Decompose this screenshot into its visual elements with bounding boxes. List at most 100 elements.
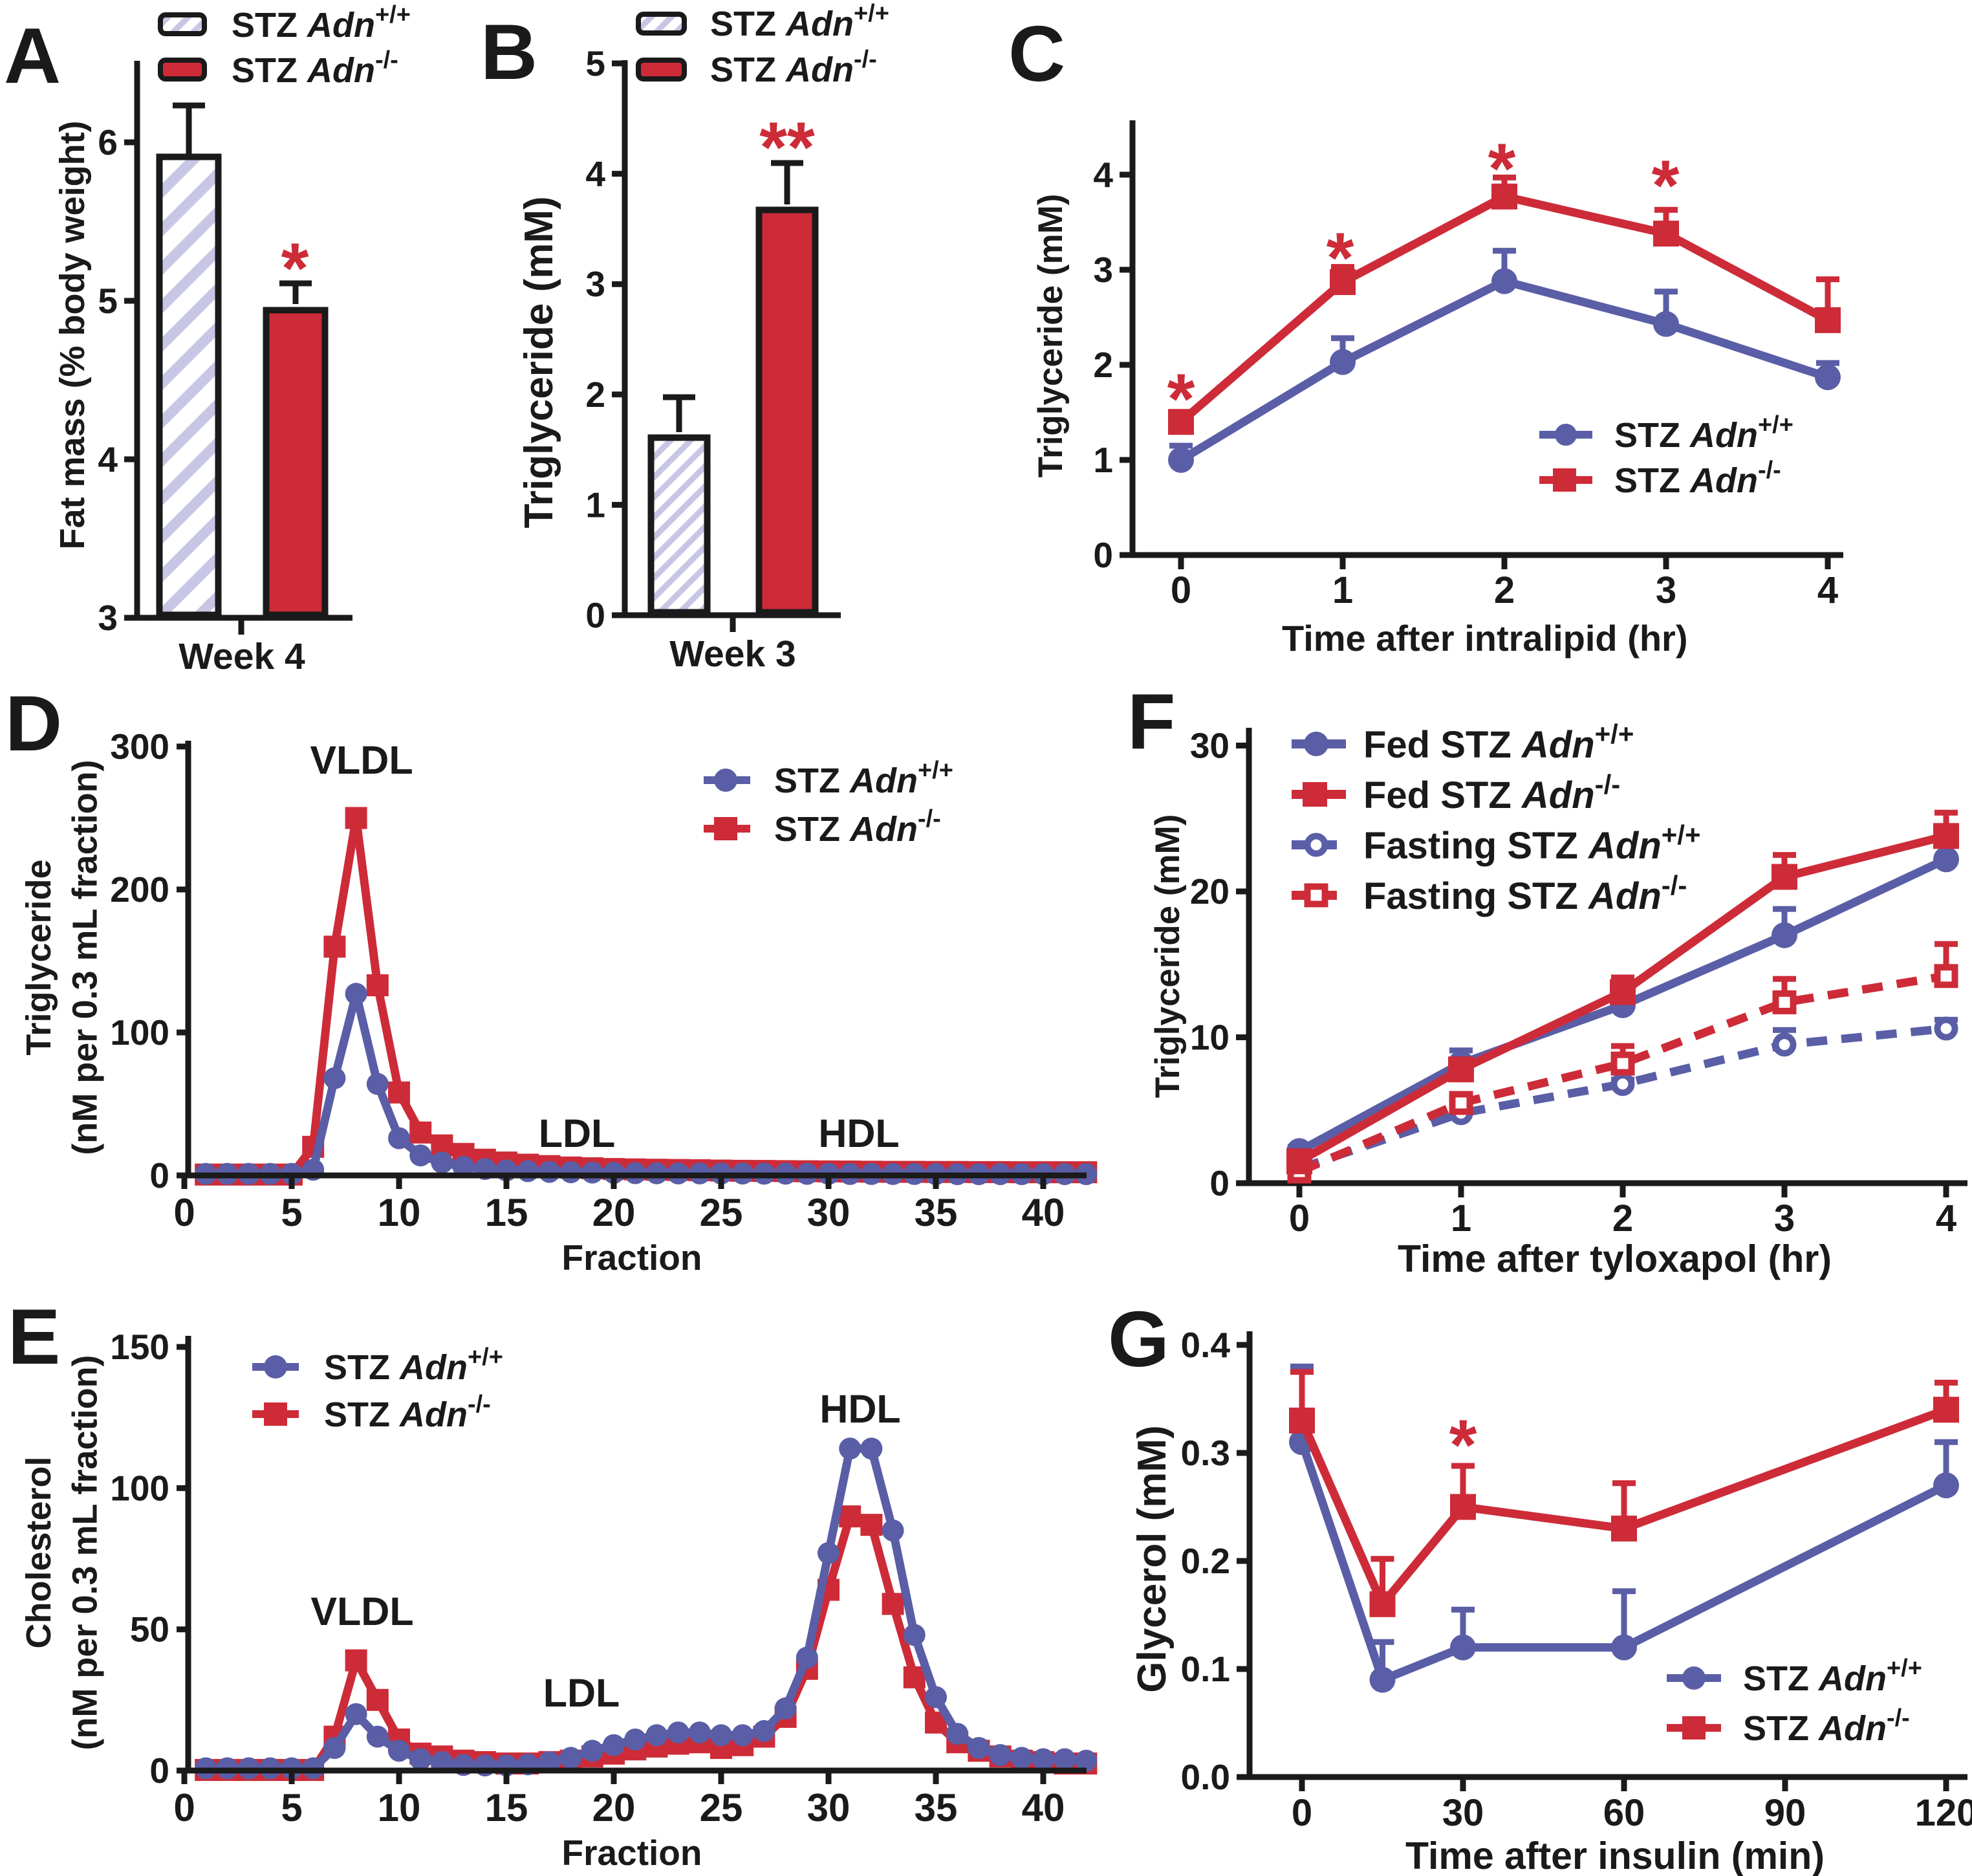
svg-text:5: 5 <box>98 281 118 321</box>
svg-text:10: 10 <box>378 1191 421 1234</box>
svg-text:F: F <box>1127 677 1176 765</box>
svg-text:0: 0 <box>585 595 605 635</box>
svg-text:STZ Adn+/+: STZ Adn+/+ <box>1614 411 1793 455</box>
svg-text:1: 1 <box>585 485 605 525</box>
svg-text:0: 0 <box>173 1786 195 1829</box>
svg-text:1: 1 <box>1332 569 1353 611</box>
svg-text:4: 4 <box>1093 155 1113 195</box>
svg-text:Fed STZ Adn+/+: Fed STZ Adn+/+ <box>1363 719 1634 766</box>
svg-text:HDL: HDL <box>818 1111 899 1155</box>
svg-text:HDL: HDL <box>819 1387 900 1431</box>
svg-text:5: 5 <box>585 43 605 83</box>
svg-text:200: 200 <box>110 869 169 910</box>
svg-text:STZ Adn-/-: STZ Adn-/- <box>710 46 877 89</box>
svg-text:Fraction: Fraction <box>562 1238 702 1278</box>
svg-text:2: 2 <box>585 375 605 415</box>
svg-text:20: 20 <box>592 1786 636 1829</box>
svg-text:0: 0 <box>149 1751 169 1791</box>
svg-text:120: 120 <box>1915 1792 1972 1834</box>
svg-text:Cholesterol: Cholesterol <box>19 1456 58 1648</box>
svg-text:STZ Adn-/-: STZ Adn-/- <box>232 47 398 90</box>
svg-text:5: 5 <box>281 1786 302 1829</box>
svg-text:100: 100 <box>110 1468 169 1508</box>
svg-text:20: 20 <box>592 1191 636 1234</box>
svg-text:E: E <box>8 1292 60 1380</box>
svg-text:60: 60 <box>1603 1792 1645 1834</box>
svg-text:0.2: 0.2 <box>1181 1541 1230 1581</box>
svg-text:4: 4 <box>98 439 118 479</box>
svg-text:STZ Adn-/-: STZ Adn-/- <box>1614 457 1781 500</box>
svg-text:Triglyceride (mM): Triglyceride (mM) <box>1149 814 1187 1098</box>
svg-text:25: 25 <box>700 1191 743 1234</box>
svg-text:A: A <box>4 12 61 100</box>
svg-text:LDL: LDL <box>539 1111 616 1155</box>
svg-text:0: 0 <box>1209 1163 1230 1203</box>
svg-text:0.0: 0.0 <box>1181 1757 1230 1797</box>
svg-text:6: 6 <box>98 122 118 162</box>
svg-text:VLDL: VLDL <box>310 1589 413 1633</box>
svg-text:0.1: 0.1 <box>1181 1649 1230 1689</box>
svg-text:2: 2 <box>1612 1197 1633 1239</box>
svg-text:STZ Adn+/+: STZ Adn+/+ <box>1743 1655 1922 1698</box>
svg-text:Week 3: Week 3 <box>669 633 796 675</box>
svg-text:50: 50 <box>130 1609 169 1650</box>
svg-text:Time after intralipid (hr): Time after intralipid (hr) <box>1282 618 1687 659</box>
svg-text:D: D <box>5 679 62 767</box>
svg-text:**: ** <box>759 108 815 188</box>
svg-text:30: 30 <box>1190 726 1230 766</box>
svg-text:30: 30 <box>807 1191 851 1234</box>
svg-text:B: B <box>481 8 537 96</box>
svg-text:15: 15 <box>485 1786 528 1829</box>
svg-text:0: 0 <box>1289 1197 1310 1239</box>
svg-text:100: 100 <box>110 1012 169 1053</box>
svg-text:STZ Adn+/+: STZ Adn+/+ <box>774 757 953 800</box>
svg-text:VLDL: VLDL <box>310 738 413 782</box>
svg-text:4: 4 <box>1817 569 1838 611</box>
svg-text:2: 2 <box>1494 569 1515 611</box>
svg-text:3: 3 <box>585 264 605 304</box>
svg-text:C: C <box>1008 10 1065 98</box>
svg-text:0: 0 <box>1292 1792 1312 1834</box>
svg-text:0.4: 0.4 <box>1181 1325 1231 1365</box>
svg-text:Fat mass (% body weight): Fat mass (% body weight) <box>53 120 92 549</box>
svg-text:0: 0 <box>1093 535 1113 575</box>
svg-text:0.3: 0.3 <box>1181 1433 1230 1473</box>
svg-text:30: 30 <box>1442 1792 1484 1834</box>
svg-text:Triglyceride: Triglyceride <box>19 859 58 1055</box>
svg-text:3: 3 <box>98 598 118 638</box>
svg-text:Time after tyloxapol (hr): Time after tyloxapol (hr) <box>1398 1238 1832 1280</box>
svg-text:3: 3 <box>1774 1197 1795 1239</box>
svg-text:*: * <box>1449 1406 1477 1485</box>
svg-text:35: 35 <box>915 1786 958 1829</box>
svg-text:35: 35 <box>915 1191 958 1234</box>
svg-text:5: 5 <box>281 1191 302 1234</box>
svg-text:Triglyceride (mM): Triglyceride (mM) <box>1032 194 1070 478</box>
svg-text:4: 4 <box>585 154 605 194</box>
svg-text:(nM per 0.3 mL fraction): (nM per 0.3 mL fraction) <box>66 1355 105 1750</box>
svg-text:0: 0 <box>173 1191 195 1234</box>
svg-text:2: 2 <box>1093 345 1113 385</box>
svg-text:Fraction: Fraction <box>562 1833 702 1873</box>
svg-text:STZ Adn-/-: STZ Adn-/- <box>774 805 941 849</box>
svg-text:Fed STZ Adn-/-: Fed STZ Adn-/- <box>1363 769 1620 816</box>
svg-text:STZ Adn-/-: STZ Adn-/- <box>1743 1705 1910 1748</box>
svg-text:20: 20 <box>1190 871 1230 911</box>
svg-text:Week 4: Week 4 <box>179 636 305 677</box>
svg-text:*: * <box>281 229 309 309</box>
svg-text:Glycerol (mM): Glycerol (mM) <box>1130 1425 1175 1692</box>
svg-text:40: 40 <box>1022 1191 1065 1234</box>
svg-text:Triglyceride (mM): Triglyceride (mM) <box>517 196 561 528</box>
svg-text:(nM per 0.3 mL fraction): (nM per 0.3 mL fraction) <box>66 759 105 1155</box>
svg-text:STZ Adn-/-: STZ Adn-/- <box>324 1391 491 1434</box>
svg-text:Fasting STZ Adn+/+: Fasting STZ Adn+/+ <box>1363 820 1700 867</box>
svg-text:150: 150 <box>110 1327 169 1367</box>
svg-text:30: 30 <box>807 1786 851 1829</box>
svg-text:*: * <box>1167 360 1195 439</box>
svg-text:1: 1 <box>1093 440 1113 480</box>
svg-text:1: 1 <box>1451 1197 1471 1239</box>
svg-text:40: 40 <box>1022 1786 1065 1829</box>
svg-text:0: 0 <box>1171 569 1191 611</box>
svg-text:STZ Adn+/+: STZ Adn+/+ <box>232 1 411 45</box>
svg-text:STZ Adn+/+: STZ Adn+/+ <box>710 0 889 43</box>
svg-text:Time after insulin (min): Time after insulin (min) <box>1405 1835 1825 1876</box>
